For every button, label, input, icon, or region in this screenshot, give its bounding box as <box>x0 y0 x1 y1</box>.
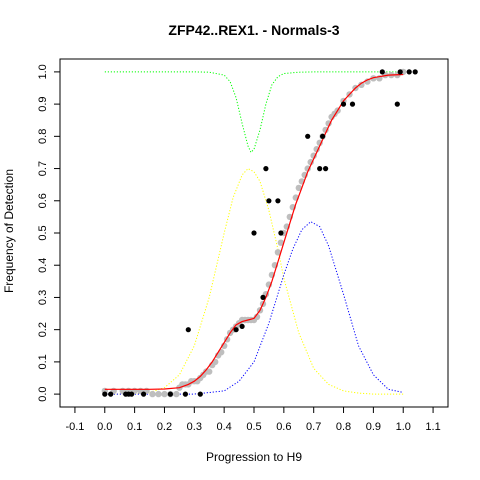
observed-point <box>260 294 266 300</box>
observed-point <box>167 391 173 397</box>
y-tick-label: 0.1 <box>37 354 49 369</box>
smoothed-point <box>206 368 213 375</box>
y-tick-label: 0.9 <box>37 96 49 111</box>
smoothed-point <box>274 249 282 256</box>
x-axis-label: Progression to H9 <box>206 450 302 464</box>
observed-point <box>323 166 329 172</box>
y-axis: 0.0 0.1 0.2 0.3 0.4 0.5 0.6 0.7 0.8 0.9 1.0 <box>37 64 60 402</box>
fit-line <box>104 73 404 390</box>
observed-point <box>108 391 114 397</box>
observed-point <box>379 69 385 75</box>
y-tick-label: 1.0 <box>37 64 49 79</box>
observed-point <box>394 101 400 107</box>
observed-point <box>275 198 281 204</box>
smoothed-point <box>253 313 261 320</box>
x-axis: -0.1 0.0 0.1 0.2 0.3 0.4 0.5 0.6 0.7 0.8 0.9 1.0 1.1 <box>65 407 441 433</box>
x-tick-label: 1.1 <box>425 421 440 433</box>
x-tick-label: 0.5 <box>246 421 261 433</box>
observed-point <box>102 391 108 397</box>
observed-point <box>397 69 403 75</box>
x-tick-label: 0.4 <box>217 421 232 433</box>
observed-point <box>185 327 191 333</box>
smoothed-point <box>161 390 168 398</box>
x-tick-label: 0.6 <box>276 421 291 433</box>
observed-point <box>305 133 311 139</box>
y-tick-label: 0.5 <box>37 225 49 240</box>
blue-dotted-curve <box>104 221 404 395</box>
smoothed-point <box>364 78 371 85</box>
observed-point <box>340 101 347 107</box>
smoothed-point <box>149 390 156 398</box>
y-tick-label: 0.3 <box>37 290 49 305</box>
smoothed-point <box>173 390 180 398</box>
x-tick-label: 0.1 <box>127 421 142 433</box>
y-tick-label: 0.4 <box>37 258 49 273</box>
y-tick-label: 0.0 <box>37 386 49 401</box>
observed-point <box>129 391 135 397</box>
smoothed-point <box>295 184 302 192</box>
y-axis-label: Frequency of Detection <box>2 169 16 293</box>
y-tick-label: 0.2 <box>37 322 49 337</box>
green-dotted-curve <box>104 71 404 154</box>
y-tick-label: 0.6 <box>37 193 49 208</box>
observed-point <box>233 327 239 333</box>
observed-point <box>317 166 323 172</box>
x-tick-label: 0.8 <box>336 421 351 433</box>
x-tick-label: 0.2 <box>157 421 172 433</box>
y-tick-label: 0.8 <box>37 129 49 144</box>
observed-point <box>266 198 272 204</box>
x-tick-label: -0.1 <box>65 421 84 433</box>
smoothed-point <box>358 81 365 89</box>
observed-point <box>278 230 284 236</box>
plot-area <box>59 58 449 408</box>
x-tick-label: 0.9 <box>366 421 381 433</box>
observed-point <box>182 391 188 397</box>
x-tick-label: 0.0 <box>97 421 112 433</box>
smoothed-point <box>155 390 162 398</box>
observed-point <box>263 166 269 172</box>
observed-point <box>349 101 356 107</box>
observed-point <box>412 69 418 75</box>
x-tick-label: 1.0 <box>396 421 411 433</box>
observed-point <box>406 69 412 75</box>
y-tick-label: 0.7 <box>37 161 49 176</box>
smoothed-point <box>277 239 285 246</box>
x-tick-label: 0.7 <box>306 421 321 433</box>
observed-point <box>320 133 326 139</box>
observed-point <box>141 391 147 397</box>
observed-point <box>251 230 257 236</box>
x-tick-label: 0.3 <box>187 421 202 433</box>
observed-point <box>197 391 203 397</box>
observed-point <box>239 323 245 329</box>
chart-title: ZFP42..REX1. - Normals-3 <box>168 22 339 38</box>
